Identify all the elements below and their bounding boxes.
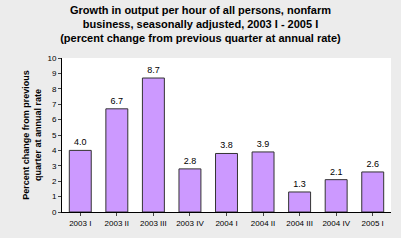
svg-text:2003 II: 2003 II	[105, 219, 129, 228]
svg-text:10: 10	[47, 54, 56, 63]
svg-text:2: 2	[52, 177, 57, 186]
svg-text:2005 I: 2005 I	[362, 219, 384, 228]
svg-text:3.9: 3.9	[257, 139, 270, 149]
svg-text:6.7: 6.7	[111, 96, 124, 106]
svg-text:2004 I: 2004 I	[215, 219, 237, 228]
svg-text:0: 0	[52, 208, 57, 217]
svg-text:8.7: 8.7	[147, 65, 160, 75]
svg-text:1.3: 1.3	[293, 179, 306, 189]
svg-text:2004 III: 2004 III	[286, 219, 313, 228]
svg-text:2003 IV: 2003 IV	[176, 219, 204, 228]
svg-text:9: 9	[52, 69, 57, 78]
svg-text:3: 3	[52, 162, 57, 171]
svg-text:8: 8	[52, 85, 57, 94]
svg-text:3.8: 3.8	[220, 140, 233, 150]
svg-text:2.6: 2.6	[366, 159, 379, 169]
svg-text:Growth in output per hour of a: Growth in output per hour of all persons…	[60, 4, 341, 45]
svg-text:2.1: 2.1	[330, 167, 343, 177]
svg-text:2003 III: 2003 III	[140, 219, 167, 228]
svg-text:2004 II: 2004 II	[251, 219, 275, 228]
svg-text:6: 6	[52, 115, 57, 124]
svg-text:4: 4	[52, 146, 57, 155]
svg-text:2003 I: 2003 I	[69, 219, 91, 228]
svg-text:Percent change from previousqu: Percent change from previousquarter at a…	[21, 70, 43, 200]
svg-text:5: 5	[52, 131, 57, 140]
svg-text:2.8: 2.8	[184, 156, 197, 166]
svg-text:2004 IV: 2004 IV	[322, 219, 350, 228]
svg-text:1: 1	[52, 192, 57, 201]
svg-text:7: 7	[52, 100, 57, 109]
svg-text:4.0: 4.0	[74, 137, 87, 147]
